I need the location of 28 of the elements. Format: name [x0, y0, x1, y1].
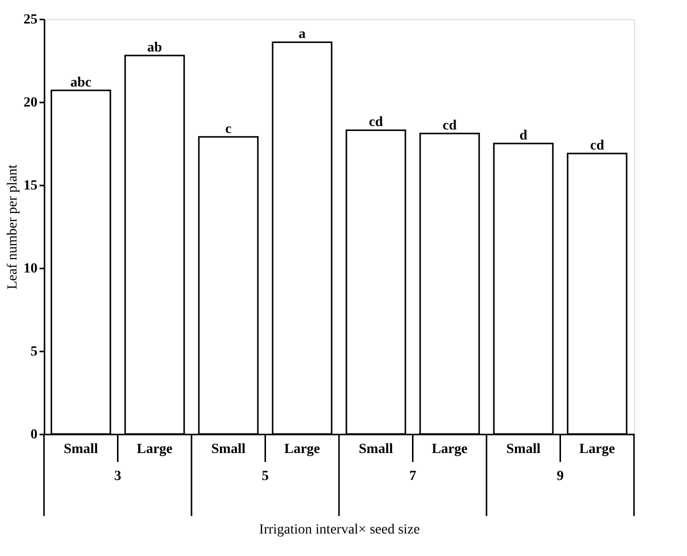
- data-label: cd: [368, 115, 384, 130]
- data-label: cd: [590, 138, 604, 154]
- y-tick-label: 25: [24, 12, 38, 28]
- x-tick-label: Large: [136, 442, 173, 457]
- x-tick-label: Large: [432, 442, 468, 457]
- y-axis-title: Leaf number per plant: [6, 164, 20, 290]
- x-tick-label: Small: [358, 442, 394, 457]
- x-tick-label: Small: [211, 442, 246, 457]
- x-axis-title: Irrigation interval× seed size: [259, 522, 420, 538]
- x-tick-label: Large: [579, 442, 616, 457]
- data-label: cd: [442, 118, 457, 134]
- y-tick-label: 15: [24, 178, 38, 194]
- data-label: d: [519, 128, 528, 144]
- text: 9: [556, 469, 564, 484]
- y-tick-label: 5: [30, 344, 38, 360]
- y-tick-label: 20: [24, 96, 38, 110]
- text: 5: [262, 469, 269, 484]
- x-tick-label: Small: [506, 442, 541, 457]
- y-tick-label: 10: [24, 262, 38, 276]
- text: 7: [409, 469, 416, 484]
- data-label: a: [298, 27, 306, 42]
- data-label: abc: [70, 75, 92, 90]
- y-tick-label: 0: [30, 428, 38, 442]
- text: 3: [114, 469, 122, 484]
- x-tick-label: Large: [284, 442, 320, 457]
- x-tick-label: Small: [64, 442, 98, 457]
- data-label: c: [225, 122, 232, 137]
- data-label: ab: [147, 40, 162, 56]
